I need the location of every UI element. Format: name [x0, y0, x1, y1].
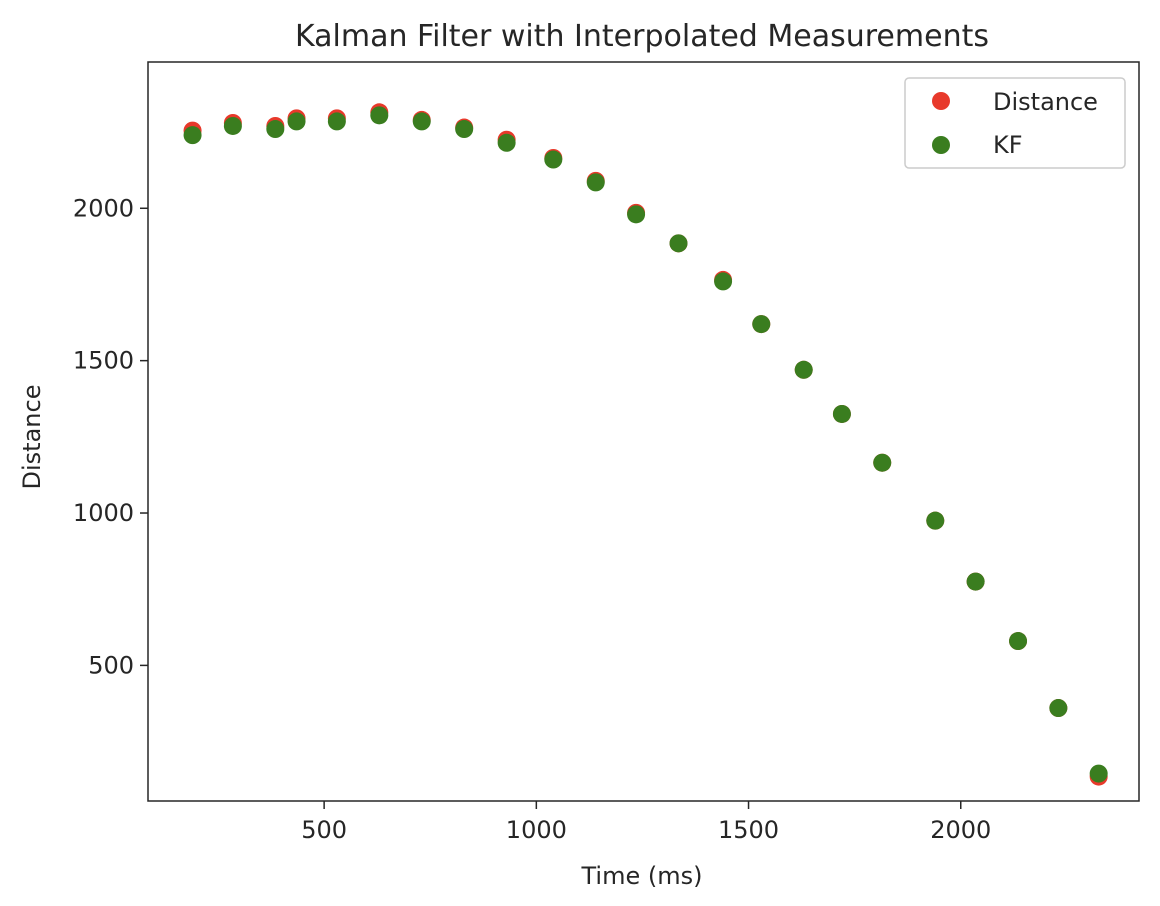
point-kf — [544, 150, 563, 169]
y-axis-label: Distance — [18, 385, 46, 490]
y-tick-label: 1500 — [73, 347, 134, 375]
legend: Distance KF — [904, 77, 1126, 169]
point-kf — [1089, 764, 1108, 783]
point-kf — [1049, 699, 1068, 718]
x-tick-label: 1500 — [718, 816, 779, 844]
legend-label-distance: Distance — [993, 88, 1098, 116]
x-tick-label: 500 — [301, 816, 347, 844]
plot-points — [183, 103, 1108, 786]
y-tick-label: 500 — [88, 651, 134, 679]
point-kf — [412, 112, 431, 131]
point-kf — [832, 404, 851, 423]
point-kf — [287, 112, 306, 131]
x-tick-label: 2000 — [930, 816, 991, 844]
legend-marker-distance — [932, 92, 950, 110]
point-kf — [455, 120, 474, 139]
point-kf — [586, 173, 605, 192]
point-kf — [714, 272, 733, 291]
point-kf — [223, 116, 242, 135]
x-tick-label: 1000 — [506, 816, 567, 844]
point-kf — [794, 360, 813, 379]
point-kf — [497, 133, 516, 152]
point-kf — [627, 205, 646, 224]
legend-frame — [904, 77, 1126, 169]
point-kf — [266, 120, 285, 139]
point-kf — [669, 234, 688, 253]
legend-label-kf: KF — [993, 131, 1023, 159]
point-kf — [926, 511, 945, 530]
y-axis-ticks: 500 1000 1500 2000 — [73, 194, 148, 679]
legend-marker-kf — [932, 136, 950, 154]
x-axis-ticks: 500 1000 1500 2000 — [301, 801, 991, 844]
point-kf — [1009, 632, 1028, 651]
plot-frame — [147, 61, 1140, 802]
y-tick-label: 2000 — [73, 194, 134, 222]
point-kf — [327, 112, 346, 131]
point-kf — [183, 126, 202, 145]
point-kf — [966, 572, 985, 591]
point-kf — [370, 106, 389, 125]
y-tick-label: 1000 — [73, 499, 134, 527]
point-kf — [873, 453, 892, 472]
chart-title: Kalman Filter with Interpolated Measurem… — [295, 19, 989, 54]
point-kf — [752, 315, 771, 334]
x-axis-label: Time (ms) — [581, 862, 703, 890]
